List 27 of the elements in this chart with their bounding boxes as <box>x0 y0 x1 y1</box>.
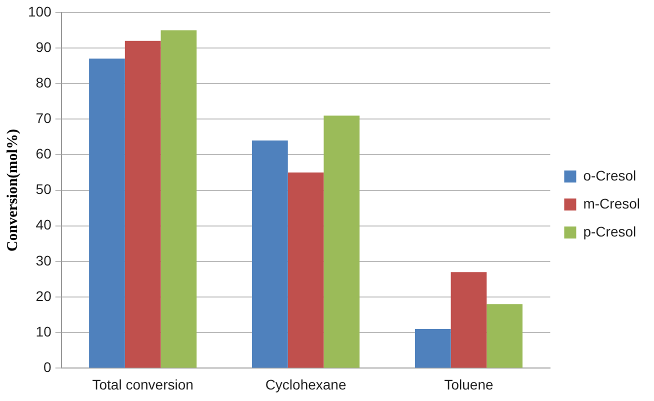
bar <box>486 304 523 368</box>
y-tick-label: 70 <box>36 110 52 126</box>
y-tick-label: 50 <box>36 181 52 198</box>
y-tick-label: 0 <box>44 359 52 376</box>
bar <box>160 30 197 368</box>
bar <box>124 40 161 368</box>
y-tick-label: 80 <box>36 74 52 90</box>
x-tick-label: Toluene <box>444 376 494 392</box>
y-tick-label: 30 <box>36 252 52 268</box>
x-tick-label: Cyclohexane <box>265 376 346 392</box>
bar <box>252 140 288 368</box>
y-tick-label: 100 <box>28 3 52 20</box>
y-tick-label: 90 <box>36 38 52 55</box>
y-tick-label: 60 <box>36 146 52 162</box>
bar <box>89 58 125 368</box>
legend-label: m-Cresol <box>583 195 640 212</box>
legend-label: o-Cresol <box>583 167 636 184</box>
legend-label: p-Cresol <box>583 223 636 240</box>
bar <box>288 172 324 368</box>
y-tick-label: 20 <box>36 288 52 304</box>
bar <box>324 116 360 368</box>
bar <box>450 272 487 368</box>
y-tick-label: 10 <box>36 323 52 340</box>
y-axis-title: Conversion(mol%) <box>4 129 21 252</box>
y-tick-label: 40 <box>36 216 52 233</box>
bar <box>414 329 451 368</box>
x-tick-label: Total conversion <box>92 376 194 392</box>
